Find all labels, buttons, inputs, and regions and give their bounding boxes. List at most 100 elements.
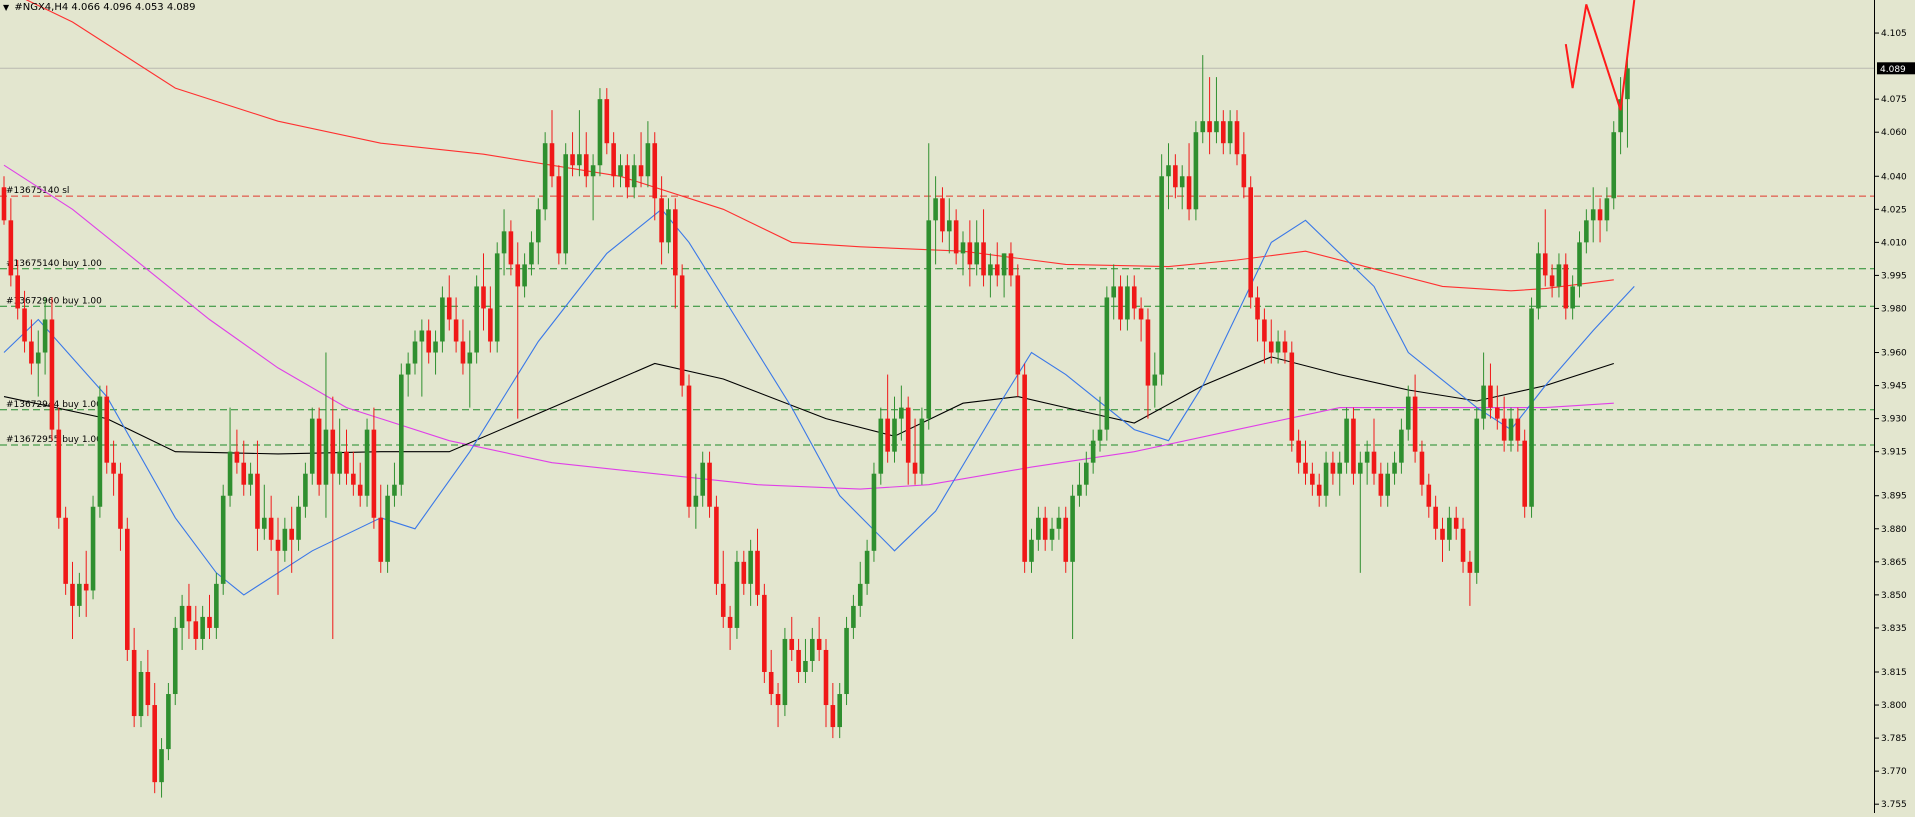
candle-body xyxy=(1193,132,1199,210)
candle-body xyxy=(433,341,438,353)
chart-canvas[interactable]: #13675140 sl #13675140 buy 1.00 #13672960 … xyxy=(0,0,1874,813)
candle-body xyxy=(1337,462,1343,474)
current-price-badge xyxy=(1877,62,1915,75)
order-line-label: #13675140 sl xyxy=(6,186,69,196)
price-tick-label: 4.105 xyxy=(1881,29,1907,39)
candle-body xyxy=(138,671,144,717)
candle-body xyxy=(1138,308,1144,320)
candle-body xyxy=(1481,385,1486,419)
candle-body xyxy=(1351,418,1356,474)
candle-body xyxy=(1508,418,1514,441)
candle-body xyxy=(864,550,870,584)
price-tick-label: 3.960 xyxy=(1881,349,1907,359)
candle-body xyxy=(303,473,308,507)
candle-body xyxy=(22,308,27,342)
candle-body xyxy=(214,583,219,628)
candle-body xyxy=(159,749,164,783)
price-tick-label: 3.880 xyxy=(1881,525,1907,535)
candle-body xyxy=(1447,517,1452,540)
candle-body xyxy=(899,407,904,419)
candle-body xyxy=(241,462,247,485)
candle-body xyxy=(90,506,96,591)
candle-body xyxy=(1159,176,1164,375)
candle-body xyxy=(392,484,397,496)
price-tick-label: 3.895 xyxy=(1881,492,1907,502)
price-tick-label: 4.010 xyxy=(1881,238,1907,248)
candle-body xyxy=(570,154,575,166)
candle-body xyxy=(1227,121,1233,144)
chart-title: ▼ #NGX4,H4 4.066 4.096 4.053 4.089 xyxy=(3,2,195,13)
candle-body xyxy=(268,517,274,540)
candle-body xyxy=(960,242,966,254)
candle-body xyxy=(1460,528,1466,562)
candle-body xyxy=(357,484,363,496)
price-tick-label: 3.865 xyxy=(1881,558,1907,568)
candle-body xyxy=(1556,264,1562,287)
price-chart[interactable]: ▼ #NGX4,H4 4.066 4.096 4.053 4.089 #1367… xyxy=(0,0,1874,813)
candle-body xyxy=(1577,242,1582,287)
candle-body xyxy=(844,627,849,695)
candle-body xyxy=(1015,275,1021,375)
chart-menu-triangle-icon[interactable]: ▼ xyxy=(3,3,10,12)
candle-body xyxy=(1029,539,1034,562)
candle-body xyxy=(529,242,534,265)
candle-body xyxy=(508,231,514,265)
candle-body xyxy=(1584,220,1589,243)
candle-body xyxy=(967,242,973,265)
candle-body xyxy=(118,473,123,529)
candle-body xyxy=(1399,429,1404,463)
price-tick-label: 3.995 xyxy=(1881,271,1907,281)
candle-body xyxy=(494,253,500,342)
candle-body xyxy=(1440,528,1445,540)
candle-body xyxy=(440,297,445,342)
order-line-label: #13672960 buy 1.00 xyxy=(6,296,102,306)
candle-body xyxy=(364,429,370,496)
candle-body xyxy=(686,385,692,507)
candle-body xyxy=(1214,121,1219,133)
price-tick-label: 3.945 xyxy=(1881,382,1907,392)
candle-body xyxy=(803,660,808,672)
candle-body xyxy=(399,374,404,485)
candle-body xyxy=(344,451,349,474)
candle-body xyxy=(1542,253,1548,276)
candle-body xyxy=(1419,451,1425,485)
candle-body xyxy=(1022,374,1027,562)
candle-body xyxy=(131,649,137,717)
candle-body xyxy=(1323,462,1329,496)
candle-body xyxy=(1173,165,1178,188)
price-tick-label: 3.770 xyxy=(1881,767,1907,777)
candle-body xyxy=(83,583,89,591)
candle-body xyxy=(1,187,7,221)
candle-body xyxy=(1282,341,1288,353)
candle-body xyxy=(15,275,20,309)
candle-body xyxy=(1248,187,1253,298)
candle-body xyxy=(1145,319,1151,386)
candle-body xyxy=(762,594,767,672)
candle-body xyxy=(830,705,836,728)
candle-body xyxy=(625,165,630,188)
candle-body xyxy=(1488,385,1493,408)
candle-body xyxy=(1255,297,1260,320)
candle-body xyxy=(29,341,34,364)
candle-body xyxy=(1549,275,1555,287)
candle-body xyxy=(933,198,938,221)
price-tick-label: 3.815 xyxy=(1881,668,1907,678)
price-scale[interactable]: 4.105 4.075 4.060 4.040 4.025 4.010 3.995 3.980… xyxy=(1874,0,1915,813)
candle-body xyxy=(693,495,699,507)
candle-body xyxy=(590,165,596,177)
candle-body xyxy=(940,198,945,232)
candle-body xyxy=(673,209,678,276)
candle-body xyxy=(1166,165,1171,177)
candle-body xyxy=(323,429,329,485)
candle-body xyxy=(1316,484,1322,496)
candle-body xyxy=(1262,319,1267,342)
order-line-label: #13672955 buy 1.00 xyxy=(6,435,102,445)
ohlc-values: 4.066 4.096 4.053 4.089 xyxy=(71,2,196,13)
candle-body xyxy=(1474,418,1480,573)
candle-body xyxy=(851,605,856,628)
candle-body xyxy=(796,649,801,672)
candle-body xyxy=(1426,484,1432,507)
candle-body xyxy=(1570,286,1575,309)
candle-body xyxy=(611,143,616,177)
price-tick-label: 3.755 xyxy=(1881,800,1907,810)
